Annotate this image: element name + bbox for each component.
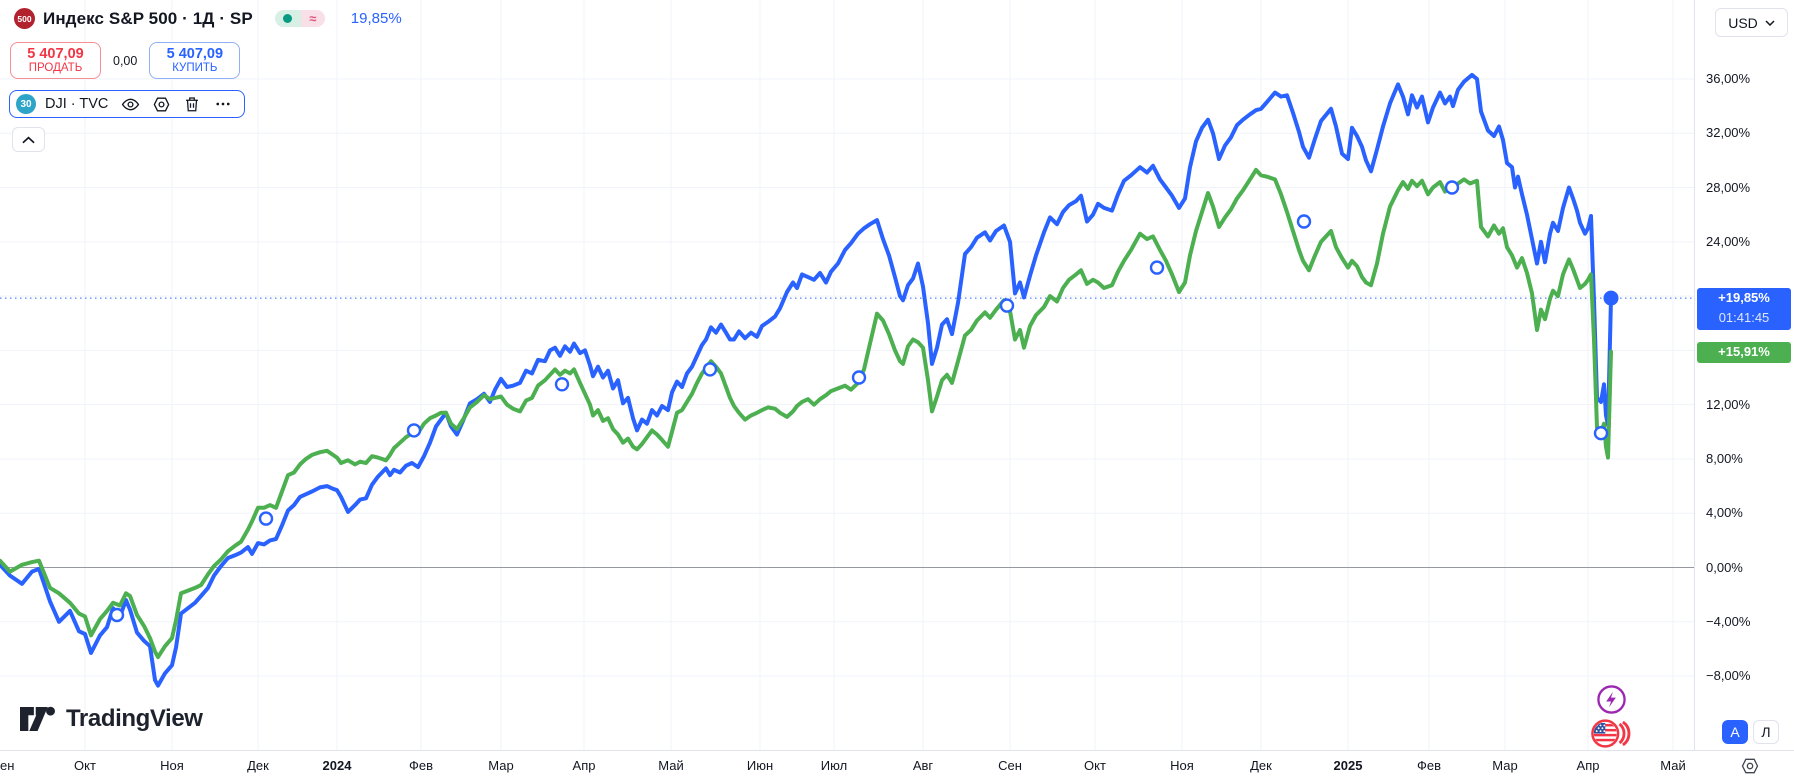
change-percent: 19,85%: [350, 10, 402, 27]
time-axis-tick[interactable]: 2024: [322, 758, 352, 773]
currency-value: USD: [1728, 14, 1758, 31]
tradingview-logo-icon: [20, 706, 55, 732]
event-marker-icon: [1296, 214, 1312, 229]
tradingview-logo-text: TradingView: [66, 705, 203, 732]
event-marker-icon: [554, 377, 570, 392]
time-axis-tick[interactable]: Июн: [746, 758, 774, 773]
event-marker-icon: [851, 370, 867, 385]
buy-button[interactable]: 5 407,09 КУПИТЬ: [149, 42, 241, 79]
time-axis-tick[interactable]: Окт: [1084, 758, 1106, 773]
price-axis-tick: −4,00%: [1706, 613, 1751, 629]
chart-settings-icon[interactable]: [1740, 756, 1760, 780]
event-marker-icon: [1149, 260, 1165, 275]
time-axis-tick[interactable]: Ноя: [160, 758, 184, 773]
current-price-label-sp500: +19,85% 01:41:45: [1697, 288, 1791, 331]
time-axis-tick[interactable]: Мар: [1492, 758, 1518, 773]
event-marker-icon: [702, 362, 718, 377]
eye-icon[interactable]: [119, 93, 141, 115]
log-scale-button[interactable]: Л: [1753, 720, 1779, 744]
time-axis-tick[interactable]: Май: [658, 758, 684, 773]
time-axis-tick[interactable]: Апр: [572, 758, 596, 773]
symbol-header: 500 Индекс S&P 500 · 1Д · SP ≈ 19,85%: [14, 8, 402, 29]
sp500-logo-icon: 500: [14, 8, 35, 29]
time-tick-partial: ен: [0, 758, 15, 773]
tradingview-logo[interactable]: TradingView: [20, 705, 203, 733]
price-axis-tick: −8,00%: [1706, 668, 1751, 684]
buy-price: 5 407,09: [166, 45, 224, 62]
price-axis-tick: 28,00%: [1706, 179, 1751, 195]
spread-value: 0,00: [113, 53, 138, 68]
time-axis-tick[interactable]: Дек: [1250, 758, 1272, 773]
visibility-toggle[interactable]: ≈: [274, 10, 325, 27]
price-axis-tick: 24,00%: [1706, 233, 1751, 249]
price-axis-tick: 0,00%: [1706, 559, 1743, 575]
currency-selector[interactable]: USD: [1715, 8, 1788, 37]
price-axis-tick: 12,00%: [1706, 396, 1751, 412]
time-axis-tick[interactable]: 2025: [1333, 758, 1363, 773]
time-axis-tick[interactable]: Мар: [488, 758, 514, 773]
price-axis-tick: 36,00%: [1706, 70, 1751, 86]
toggle-dot-icon: [274, 10, 301, 27]
last-price-dot: [1603, 290, 1619, 306]
event-marker-icon: [109, 607, 125, 623]
sell-price: 5 407,09: [27, 45, 84, 62]
lightning-icon[interactable]: [1596, 684, 1627, 720]
collapse-panel-button[interactable]: [12, 127, 45, 152]
price-axis-tick: 32,00%: [1706, 125, 1751, 141]
chevron-down-icon: [1765, 19, 1775, 26]
chevron-up-icon: [22, 136, 35, 143]
bar-countdown: 01:41:45: [1718, 310, 1770, 326]
settings-hexagon-icon[interactable]: [150, 93, 172, 115]
event-marker-icon: [1593, 426, 1609, 441]
time-axis-tick[interactable]: Апр: [1576, 758, 1600, 773]
event-marker-icon: [1444, 180, 1460, 195]
sell-button[interactable]: 5 407,09 ПРОДАТЬ: [10, 42, 101, 79]
us-market-flag-icon[interactable]: [1591, 718, 1631, 754]
compare-symbol-pill[interactable]: 30 DJI · TVC: [9, 90, 246, 118]
scale-buttons: А Л: [1722, 720, 1779, 744]
price-axis-tick: 8,00%: [1706, 450, 1743, 466]
trade-panel: 5 407,09 ПРОДАТЬ 0,00 5 407,09 КУПИТЬ: [10, 42, 241, 79]
current-price-label-dji: +15,91%: [1697, 341, 1791, 363]
price-axis[interactable]: 36,00% 32,00% 28,00% 24,00% 12,00% 8,00% 4,00%…: [1694, 0, 1794, 750]
event-marker-icon: [258, 511, 274, 526]
price-axis-tick: 4,00%: [1706, 505, 1743, 521]
time-axis-tick[interactable]: Фев: [408, 758, 434, 773]
event-marker-icon: [406, 423, 422, 438]
sp500-line-series[interactable]: [0, 72, 1613, 688]
time-axis-tick[interactable]: Фев: [1416, 758, 1442, 773]
symbol-title[interactable]: Индекс S&P 500 · 1Д · SP: [43, 8, 253, 28]
compare-symbol-label: DJI · TVC: [45, 96, 109, 112]
compare-symbol-row: 30 DJI · TVC: [9, 90, 246, 118]
time-axis-tick[interactable]: Дек: [247, 758, 269, 773]
time-axis[interactable]: ен Окт Ноя Дек 2024 Фев Мар Апр Май Июн Июл Авг Сен…: [0, 750, 1794, 780]
time-axis-tick[interactable]: Май: [1660, 758, 1686, 773]
buy-label: КУПИТЬ: [172, 62, 218, 75]
auto-scale-button[interactable]: А: [1722, 720, 1748, 744]
time-axis-tick[interactable]: Июл: [820, 758, 848, 773]
trash-icon[interactable]: [181, 93, 203, 115]
event-marker-icon: [999, 298, 1015, 313]
sell-label: ПРОДАТЬ: [28, 62, 83, 75]
approx-icon: ≈: [300, 10, 325, 27]
time-axis-tick[interactable]: Ноя: [1170, 758, 1194, 773]
current-price-value: +19,85%: [1718, 290, 1770, 306]
dji-logo-icon: 30: [16, 94, 36, 114]
time-axis-tick[interactable]: Окт: [74, 758, 96, 773]
time-axis-tick[interactable]: Сен: [998, 758, 1022, 773]
compare-price-value: +15,91%: [1718, 343, 1770, 359]
dji-line-series[interactable]: [0, 167, 1613, 660]
time-axis-tick[interactable]: Авг: [912, 758, 934, 773]
more-options-icon[interactable]: [212, 93, 234, 115]
